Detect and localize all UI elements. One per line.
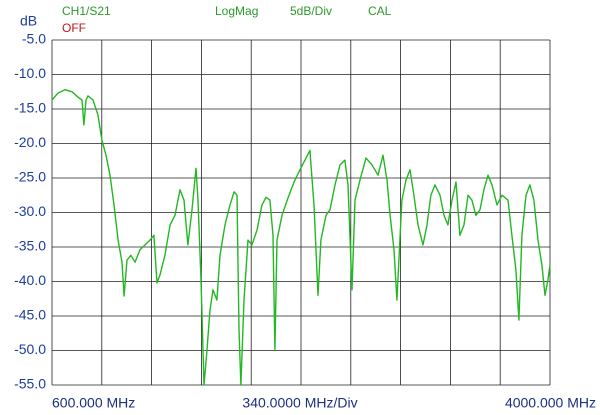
y-tick-label: -55.0 <box>14 376 46 392</box>
format-label: LogMag <box>215 4 258 18</box>
y-tick-label: -45.0 <box>14 307 46 323</box>
trace <box>51 89 551 386</box>
span-label: 340.0000 MHz/Div <box>242 395 357 411</box>
channel-label: CH1/S21 <box>62 4 111 18</box>
y-tick-label: -35.0 <box>14 238 46 254</box>
y-tick-label: -30.0 <box>14 203 46 219</box>
y-tick-label: -25.0 <box>14 169 46 185</box>
stop-label: 4000.000 MHz <box>505 395 596 411</box>
start-label: 600.000 MHz <box>52 395 135 411</box>
y-tick-label: -5.0 <box>22 31 46 47</box>
y-tick-label: -50.0 <box>14 341 46 357</box>
y-tick-label: -20.0 <box>14 134 46 150</box>
y-tick-label: -40.0 <box>14 272 46 288</box>
y-tick-label: -10.0 <box>14 65 46 81</box>
y-unit: dB <box>20 13 37 29</box>
status-label: OFF <box>62 21 86 35</box>
cal-label: CAL <box>368 4 392 18</box>
y-tick-label: -15.0 <box>14 100 46 116</box>
scale-label: 5dB/Div <box>290 4 332 18</box>
